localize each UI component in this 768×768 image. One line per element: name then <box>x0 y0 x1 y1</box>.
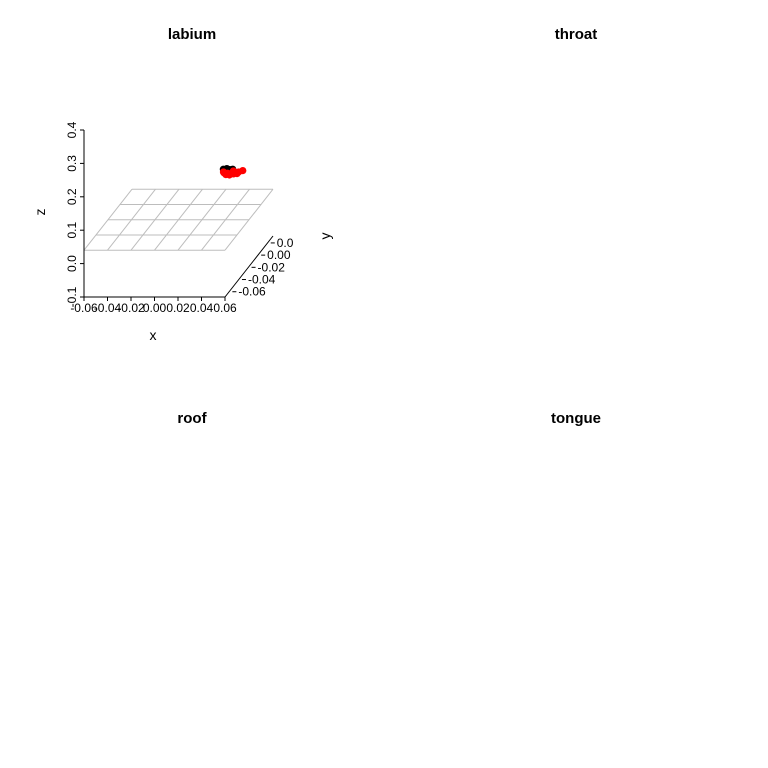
panel-roof: roof <box>177 410 207 427</box>
panel-tongue: tongue <box>551 410 601 427</box>
data-point-red <box>239 166 247 175</box>
x-tick-label: -0.02 <box>117 301 145 315</box>
z-axis-label: z <box>32 209 48 216</box>
y-tick-label: -0.06 <box>238 285 266 299</box>
data-point-red <box>229 167 237 175</box>
x-axis-label: x <box>150 327 157 343</box>
z-tick-label: 0.1 <box>65 222 79 239</box>
z-tick-label: 0.2 <box>65 188 79 205</box>
panel-labium: labium -0.06-0.04-0.020.00 0.02 0.04 0.06-0… <box>32 26 333 343</box>
y-axis-line <box>224 235 274 298</box>
x-tick-label: 0.00 <box>143 301 167 315</box>
x-tick-label: 0.04 <box>190 301 214 315</box>
z-tick-label: 0.0 <box>65 255 79 272</box>
x-tick-label: -0.06 <box>70 301 98 315</box>
y-tick-label: -0.04 <box>248 273 276 287</box>
y-tick-label: 0.0 <box>277 236 294 250</box>
panel-title: throat <box>555 26 598 43</box>
panel-throat: throat <box>555 26 598 43</box>
x-tick-label: 0.02 <box>166 301 190 315</box>
panel-title: labium <box>168 26 216 43</box>
z-tick-label: 0.3 <box>65 155 79 172</box>
x-tick-label: -0.04 <box>94 301 122 315</box>
z-tick-label: 0.4 <box>65 121 79 138</box>
y-tick-label: -0.02 <box>258 260 286 274</box>
panel-title: tongue <box>551 410 601 427</box>
panel-title: roof <box>177 410 207 427</box>
data-point-red <box>219 168 228 176</box>
y-tick-label: 0.00 <box>267 248 291 262</box>
z-tick-label: -0.1 <box>65 286 79 307</box>
x-tick-label: 0.06 <box>213 301 237 315</box>
y-axis-label: y <box>317 233 333 240</box>
